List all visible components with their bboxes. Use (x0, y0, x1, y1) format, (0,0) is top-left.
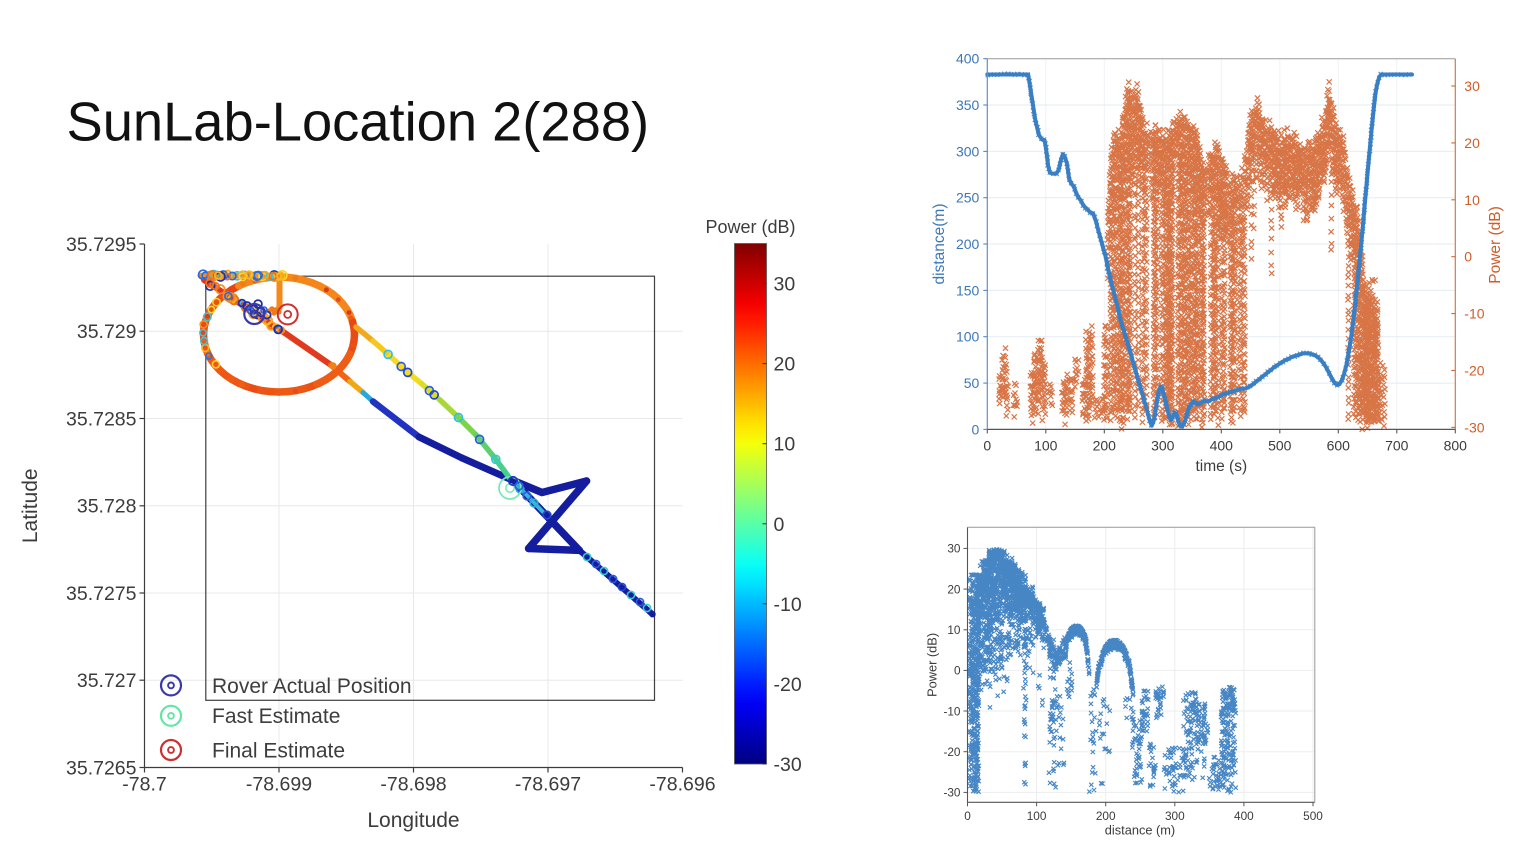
svg-text:0: 0 (983, 437, 991, 453)
svg-text:500: 500 (1303, 809, 1323, 823)
svg-text:-20: -20 (1464, 363, 1484, 379)
svg-text:20: 20 (774, 354, 796, 376)
svg-text:0: 0 (774, 514, 785, 536)
svg-text:-30: -30 (774, 754, 802, 776)
svg-text:0: 0 (954, 664, 961, 678)
svg-text:35.729: 35.729 (77, 321, 137, 343)
svg-text:SunLab-Location 2(288): SunLab-Location 2(288) (67, 92, 650, 153)
svg-text:-30: -30 (943, 786, 960, 800)
svg-text:-78.698: -78.698 (380, 774, 446, 796)
svg-text:100: 100 (1027, 809, 1047, 823)
svg-text:35.7265: 35.7265 (66, 757, 137, 779)
svg-text:Longitude: Longitude (367, 809, 459, 832)
svg-text:time (s): time (s) (1195, 458, 1247, 475)
svg-text:20: 20 (1464, 135, 1480, 151)
svg-text:400: 400 (1234, 809, 1254, 823)
svg-text:50: 50 (964, 375, 980, 391)
svg-text:0: 0 (972, 421, 980, 437)
svg-text:Power (dB): Power (dB) (1487, 206, 1504, 284)
svg-text:10: 10 (774, 434, 796, 456)
svg-text:-20: -20 (943, 745, 960, 759)
svg-text:35.7285: 35.7285 (66, 408, 137, 430)
svg-text:-20: -20 (774, 674, 802, 696)
svg-text:350: 350 (956, 97, 980, 113)
svg-text:35.7275: 35.7275 (66, 583, 137, 605)
svg-text:500: 500 (1268, 437, 1292, 453)
svg-text:-78.699: -78.699 (246, 774, 312, 796)
svg-text:800: 800 (1444, 437, 1468, 453)
svg-text:200: 200 (1096, 809, 1116, 823)
svg-text:30: 30 (774, 274, 796, 296)
svg-text:-78.7: -78.7 (122, 774, 166, 796)
svg-text:Latitude: Latitude (19, 468, 42, 543)
svg-text:-78.697: -78.697 (515, 774, 581, 796)
svg-text:Fast Estimate: Fast Estimate (212, 705, 340, 728)
svg-text:distance (m): distance (m) (1105, 822, 1175, 837)
svg-text:Power (dB): Power (dB) (925, 633, 940, 697)
svg-text:10: 10 (1464, 192, 1480, 208)
svg-text:35.728: 35.728 (77, 496, 137, 518)
svg-text:-10: -10 (1464, 306, 1484, 322)
svg-text:35.727: 35.727 (77, 670, 137, 692)
svg-text:0: 0 (1464, 249, 1472, 265)
svg-text:400: 400 (956, 51, 980, 67)
svg-text:10: 10 (947, 623, 961, 637)
svg-text:300: 300 (956, 143, 980, 159)
svg-text:150: 150 (956, 282, 980, 298)
svg-text:-30: -30 (1464, 419, 1484, 435)
svg-text:250: 250 (956, 190, 980, 206)
svg-text:Final Estimate: Final Estimate (212, 739, 345, 762)
svg-text:600: 600 (1327, 437, 1351, 453)
svg-text:30: 30 (1464, 78, 1480, 94)
svg-text:-78.696: -78.696 (649, 774, 715, 796)
svg-text:100: 100 (956, 329, 980, 345)
svg-text:100: 100 (1034, 437, 1058, 453)
svg-text:200: 200 (956, 236, 980, 252)
svg-text:Power (dB): Power (dB) (705, 217, 795, 237)
svg-text:400: 400 (1210, 437, 1234, 453)
svg-text:20: 20 (947, 582, 961, 596)
svg-text:-10: -10 (774, 594, 802, 616)
svg-text:700: 700 (1385, 437, 1409, 453)
svg-text:distance(m): distance(m) (931, 204, 948, 285)
svg-text:-10: -10 (943, 704, 960, 718)
svg-text:Rover Actual Position: Rover Actual Position (212, 675, 412, 698)
svg-text:300: 300 (1165, 809, 1185, 823)
svg-text:30: 30 (947, 542, 961, 556)
svg-text:0: 0 (964, 809, 971, 823)
svg-text:300: 300 (1151, 437, 1175, 453)
svg-text:200: 200 (1093, 437, 1117, 453)
svg-text:35.7295: 35.7295 (66, 234, 137, 256)
